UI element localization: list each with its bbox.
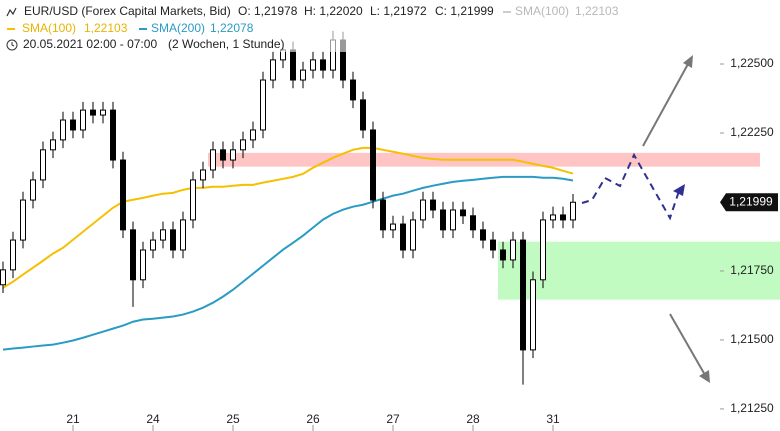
candle-body [70, 119, 76, 131]
legend-name: SMA(100) [22, 21, 76, 35]
candle-body [410, 219, 416, 251]
x-tick-label: 31 [546, 412, 560, 426]
candle-body [420, 199, 426, 221]
candle-body [450, 209, 456, 231]
ohlc-open: O: 1,21978 [238, 4, 298, 18]
candle-body [160, 229, 166, 241]
x-tick-label: 28 [466, 412, 480, 426]
sma-line [2, 146, 574, 289]
legend-name: SMA(200) [151, 21, 205, 35]
candle-body [140, 249, 146, 281]
projection-path [581, 152, 681, 221]
header-bg [0, 0, 640, 52]
x-tick-label: 24 [146, 412, 160, 426]
candle-body [130, 229, 136, 281]
down-arrowhead [699, 370, 710, 383]
x-tick-label: 26 [306, 412, 320, 426]
x-tick-label: 27 [386, 412, 400, 426]
candle-body [210, 149, 216, 171]
candle-body [490, 239, 496, 251]
symbol: EUR/USD (Forex Capital Markets, Bid) [24, 4, 231, 18]
last-price-box [720, 193, 778, 212]
candle-body [560, 214, 566, 221]
ohlc-high: H: 1,22020 [304, 4, 363, 18]
candle-body [270, 59, 276, 81]
date-range: 20.05.2021 02:00 - 07:00 [23, 37, 157, 51]
candle-body [150, 239, 156, 251]
candle-body [470, 215, 476, 231]
legend-value: 1,22103 [575, 4, 619, 18]
candle-body [240, 139, 246, 151]
candle-body [360, 99, 366, 131]
candle-body [370, 129, 376, 201]
period: (2 Wochen, 1 Stunde) [168, 37, 285, 51]
candle-body [220, 149, 226, 161]
candle-body [180, 219, 186, 251]
projection-arrowhead [673, 184, 685, 196]
candle-body [230, 149, 236, 161]
y-tick-label: 1,21500 [730, 332, 774, 346]
x-tick-label: 21 [66, 412, 80, 426]
legend-value: 1,22103 [84, 21, 128, 35]
candle-body [120, 159, 126, 231]
candle-body [300, 69, 306, 81]
sma-line [2, 175, 574, 351]
candle-body [100, 109, 106, 116]
candle-body [320, 59, 326, 71]
clock-hand [11, 42, 15, 47]
legend-name: SMA(100) [515, 4, 569, 18]
candle-body [310, 59, 316, 71]
candle-body [380, 199, 386, 231]
candle-body [170, 229, 176, 251]
candle-body [290, 49, 296, 81]
candle-body [500, 249, 506, 261]
last-price-label: 1,21999 [729, 194, 773, 208]
candle-body [60, 119, 66, 141]
candle-body [110, 109, 116, 161]
x-tick-label: 25 [226, 412, 240, 426]
candle-body [550, 214, 556, 221]
candle-body [250, 129, 256, 141]
candle-body [50, 139, 56, 151]
y-tick-label: 1,21250 [730, 401, 774, 415]
candle-body [540, 219, 546, 281]
y-tick-label: 1,22500 [730, 56, 774, 70]
candle-body [350, 79, 356, 101]
candle-body [390, 223, 396, 231]
candle-body [30, 179, 36, 201]
clock-icon [6, 39, 18, 51]
candle-body [430, 199, 436, 211]
candle-body [200, 169, 206, 181]
legend-value: 1,22078 [210, 21, 254, 35]
candle-body [480, 229, 486, 241]
candle-body [190, 179, 196, 221]
candle-body [90, 109, 96, 116]
chart-icon [6, 7, 17, 17]
candle-body [460, 209, 466, 217]
candle-body [400, 223, 406, 251]
candle-body [520, 239, 526, 351]
candle-body [570, 201, 576, 221]
candle-body [260, 79, 266, 131]
ohlc-low: L: 1,21972 [370, 4, 427, 18]
candle-body [40, 149, 46, 181]
y-tick-label: 1,21750 [730, 263, 774, 277]
candle-body [20, 199, 26, 241]
y-tick-label: 1,22250 [730, 125, 774, 139]
down-arrow [669, 313, 706, 376]
candle-body [440, 209, 446, 231]
candle-body [80, 109, 86, 131]
up-arrow [642, 63, 689, 147]
up-arrowhead [683, 55, 693, 68]
candle-body [10, 239, 16, 271]
candle-body [530, 279, 536, 351]
ohlc-close: C: 1,21999 [435, 4, 494, 18]
candle-body [0, 269, 6, 286]
candle-body [510, 239, 516, 261]
